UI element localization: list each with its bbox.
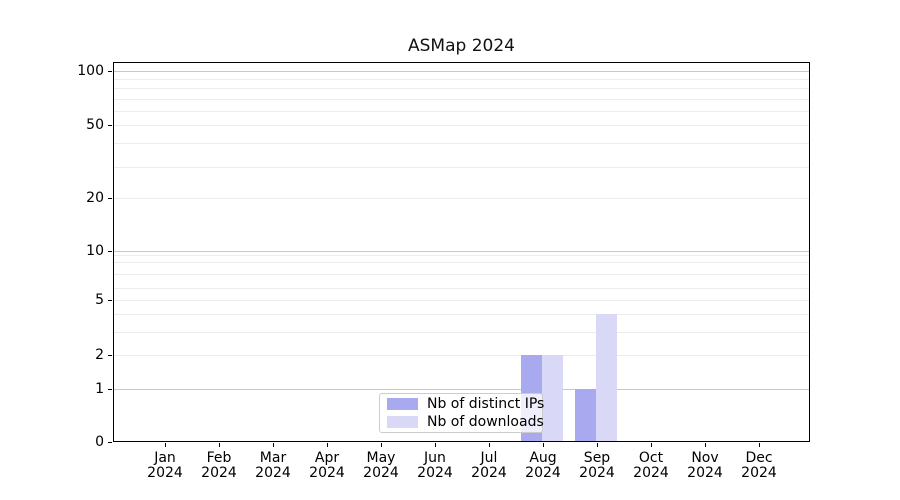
x-tick-mark <box>705 443 707 447</box>
gridline-y-70 <box>114 99 809 100</box>
y-axis-tick-label: 0 <box>95 434 104 450</box>
gridline-y-50 <box>114 125 809 126</box>
gridline-y-90 <box>114 79 809 80</box>
y-tick-mark <box>108 125 112 127</box>
y-axis-tick-label: 10 <box>86 243 104 259</box>
bar-downloads-sep <box>596 314 617 441</box>
y-tick-mark <box>108 71 112 73</box>
gridline-y-5 <box>114 300 809 301</box>
x-tick-mark <box>273 443 275 447</box>
x-axis-tick-label: May 2024 <box>363 450 399 481</box>
gridline-y-60 <box>114 111 809 112</box>
legend-label: Nb of distinct IPs <box>427 396 545 412</box>
gridline-y-20 <box>114 198 809 199</box>
x-axis-tick-label: Jan 2024 <box>147 450 183 481</box>
bar-distinct-ips-sep <box>575 389 596 441</box>
x-tick-mark <box>543 443 545 447</box>
x-tick-mark <box>165 443 167 447</box>
y-tick-mark <box>108 389 112 391</box>
x-axis-tick-label: Jun 2024 <box>417 450 453 481</box>
legend: Nb of distinct IPs Nb of downloads <box>379 393 544 433</box>
y-axis-tick-label: 5 <box>95 292 104 308</box>
gridline-y-6 <box>114 288 809 289</box>
x-axis-tick-label: Dec 2024 <box>741 450 777 481</box>
x-tick-mark <box>435 443 437 447</box>
gridline-y-40 <box>114 143 809 144</box>
gridline-y-4 <box>114 314 809 315</box>
x-axis-tick-label: Oct 2024 <box>633 450 669 481</box>
gridline-y-9 <box>114 255 809 256</box>
gridline-y-8 <box>114 262 809 263</box>
gridline-y-10 <box>114 251 809 252</box>
x-axis-tick-label: Jul 2024 <box>471 450 507 481</box>
x-tick-mark <box>381 443 383 447</box>
x-tick-mark <box>327 443 329 447</box>
y-tick-mark <box>108 300 112 302</box>
y-axis-tick-label: 50 <box>86 117 104 133</box>
y-tick-mark <box>108 198 112 200</box>
x-tick-mark <box>759 443 761 447</box>
x-axis-tick-label: Sep 2024 <box>579 450 615 481</box>
y-tick-mark <box>108 251 112 253</box>
y-axis-tick-label: 100 <box>77 63 104 79</box>
legend-item: Nb of downloads <box>387 414 544 430</box>
x-axis-tick-label: Mar 2024 <box>255 450 291 481</box>
y-tick-mark <box>108 442 112 444</box>
legend-item: Nb of distinct IPs <box>387 396 544 412</box>
y-tick-mark <box>108 355 112 357</box>
x-tick-mark <box>219 443 221 447</box>
gridline-y-7 <box>114 274 809 275</box>
bar-downloads-aug <box>542 355 563 441</box>
gridline-y-30 <box>114 167 809 168</box>
gridline-y-3 <box>114 332 809 333</box>
x-axis-tick-label: Apr 2024 <box>309 450 345 481</box>
gridline-y-1 <box>114 389 809 390</box>
gridline-y-2 <box>114 355 809 356</box>
y-axis-tick-label: 20 <box>86 190 104 206</box>
x-tick-mark <box>489 443 491 447</box>
gridline-y-80 <box>114 88 809 89</box>
legend-swatch-distinct-ips <box>387 398 418 410</box>
x-axis-tick-label: Aug 2024 <box>525 450 561 481</box>
x-axis-tick-label: Nov 2024 <box>687 450 723 481</box>
legend-label: Nb of downloads <box>427 414 544 430</box>
legend-swatch-downloads <box>387 416 418 428</box>
chart-title: ASMap 2024 <box>408 36 515 56</box>
x-tick-mark <box>651 443 653 447</box>
plot-area <box>113 62 810 442</box>
y-axis-tick-label: 2 <box>95 347 104 363</box>
gridline-y-100 <box>114 71 809 72</box>
x-axis-tick-label: Feb 2024 <box>201 450 237 481</box>
x-tick-mark <box>597 443 599 447</box>
y-axis-tick-label: 1 <box>95 381 104 397</box>
